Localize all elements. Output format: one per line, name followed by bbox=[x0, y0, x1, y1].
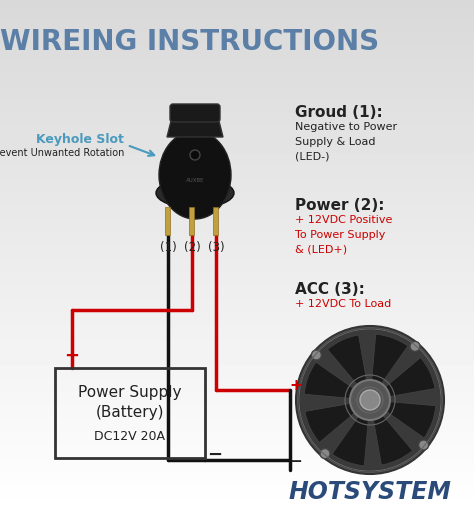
Bar bbox=[55, 368, 205, 458]
Text: ACC (3):: ACC (3): bbox=[295, 282, 365, 297]
Wedge shape bbox=[305, 403, 358, 442]
Ellipse shape bbox=[156, 178, 234, 208]
Text: AUXBE: AUXBE bbox=[186, 177, 204, 183]
Text: (3): (3) bbox=[208, 241, 224, 253]
Wedge shape bbox=[373, 412, 412, 465]
Text: (2): (2) bbox=[183, 241, 201, 253]
Text: Power (2):: Power (2): bbox=[295, 198, 384, 213]
Text: Power Supply: Power Supply bbox=[78, 385, 182, 401]
Circle shape bbox=[419, 440, 428, 450]
Text: Negative to Power
Supply & Load
(LED-): Negative to Power Supply & Load (LED-) bbox=[295, 122, 397, 162]
Wedge shape bbox=[372, 334, 408, 387]
Text: Groud (1):: Groud (1): bbox=[295, 105, 383, 120]
Text: +: + bbox=[64, 347, 80, 365]
Circle shape bbox=[296, 326, 444, 474]
Wedge shape bbox=[332, 413, 369, 466]
Bar bbox=[165, 207, 171, 235]
Circle shape bbox=[299, 329, 441, 471]
Wedge shape bbox=[382, 358, 435, 397]
FancyBboxPatch shape bbox=[170, 104, 220, 122]
Text: + 12VDC Positive
To Power Supply
& (LED+): + 12VDC Positive To Power Supply & (LED+… bbox=[295, 215, 392, 254]
Text: DC12V 20A: DC12V 20A bbox=[94, 429, 165, 443]
Text: Keyhole Slot: Keyhole Slot bbox=[36, 132, 124, 146]
Wedge shape bbox=[328, 335, 367, 388]
Circle shape bbox=[190, 150, 200, 160]
Text: +: + bbox=[290, 378, 302, 392]
Ellipse shape bbox=[159, 131, 231, 219]
Bar bbox=[190, 207, 194, 235]
Wedge shape bbox=[304, 362, 357, 399]
Circle shape bbox=[410, 341, 420, 351]
Text: Prevent Unwanted Rotation: Prevent Unwanted Rotation bbox=[0, 148, 124, 158]
Text: −: − bbox=[208, 446, 223, 464]
Circle shape bbox=[311, 350, 321, 360]
Bar bbox=[213, 207, 219, 235]
Wedge shape bbox=[383, 401, 436, 438]
Circle shape bbox=[350, 380, 390, 420]
Text: + 12VDC To Load: + 12VDC To Load bbox=[295, 299, 391, 309]
Text: (1): (1) bbox=[160, 241, 176, 253]
Polygon shape bbox=[167, 113, 223, 137]
Text: WIREING INSTRUCTIONS: WIREING INSTRUCTIONS bbox=[0, 28, 380, 56]
Text: −: − bbox=[290, 455, 302, 469]
Text: (Battery): (Battery) bbox=[96, 405, 164, 421]
Circle shape bbox=[320, 449, 330, 459]
Text: HOTSYSTEM: HOTSYSTEM bbox=[289, 480, 451, 504]
Circle shape bbox=[360, 390, 380, 410]
